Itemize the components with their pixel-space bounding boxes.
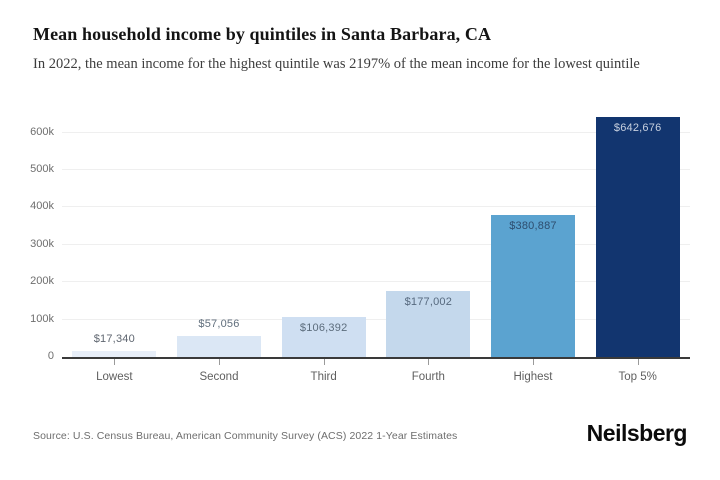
chart-subtitle: In 2022, the mean income for the highest… xyxy=(33,56,640,72)
y-tick-label: 400k xyxy=(30,200,54,213)
bar-value-label: $57,056 xyxy=(198,317,240,330)
x-tick-label-lowest: Lowest xyxy=(96,371,133,383)
x-tick xyxy=(428,359,430,365)
bar-second[interactable] xyxy=(177,335,261,357)
gridline xyxy=(62,281,690,283)
chart-title: Mean household income by quintiles in Sa… xyxy=(33,24,492,44)
bar-value-label: $642,676 xyxy=(613,121,662,134)
x-tick xyxy=(533,359,534,365)
bar-third[interactable] xyxy=(281,317,366,357)
x-tick xyxy=(114,359,116,365)
bar-highest[interactable] xyxy=(491,214,575,357)
gridline xyxy=(62,169,690,171)
y-tick-label: 600k xyxy=(30,125,54,138)
bar-fourth[interactable] xyxy=(386,290,471,357)
x-tick xyxy=(219,359,220,365)
x-tick-label-top-5-: Top 5% xyxy=(618,371,657,383)
y-tick-label: 200k xyxy=(30,275,54,288)
gridline xyxy=(62,243,690,245)
x-tick-label-third: Third xyxy=(310,371,337,383)
x-tick xyxy=(637,359,639,365)
gridline xyxy=(62,131,690,133)
x-tick-label-highest: Highest xyxy=(513,371,553,383)
x-axis: Lowest Second Third Fourth Highest Top 5% xyxy=(62,357,690,389)
gridline xyxy=(62,206,690,208)
source-note: Source: U.S. Census Bureau, American Com… xyxy=(33,430,458,442)
y-tick-label: 300k xyxy=(30,237,54,250)
x-tick-label-second: Second xyxy=(199,371,239,383)
gridline xyxy=(62,318,690,320)
y-tick-label: 0 xyxy=(47,350,54,362)
x-tick-label-fourth: Fourth xyxy=(411,371,445,383)
y-tick-label: 500k xyxy=(30,163,54,176)
bar-top-5-[interactable] xyxy=(595,116,680,357)
y-tick-label: 100k xyxy=(30,312,54,325)
bar-value-label: $380,887 xyxy=(509,219,557,232)
x-tick xyxy=(323,359,325,365)
bar-value-label: $177,002 xyxy=(404,295,453,308)
plot-area: 0 100k 200k 300k 400k 500k 600k $17,340 $57,056 $… xyxy=(30,114,690,362)
bar-value-label: $106,392 xyxy=(299,322,348,335)
brand-logo[interactable]: Neilsberg xyxy=(586,420,688,446)
bar-value-label: $17,340 xyxy=(93,332,135,345)
bar-lowest[interactable] xyxy=(72,350,157,357)
